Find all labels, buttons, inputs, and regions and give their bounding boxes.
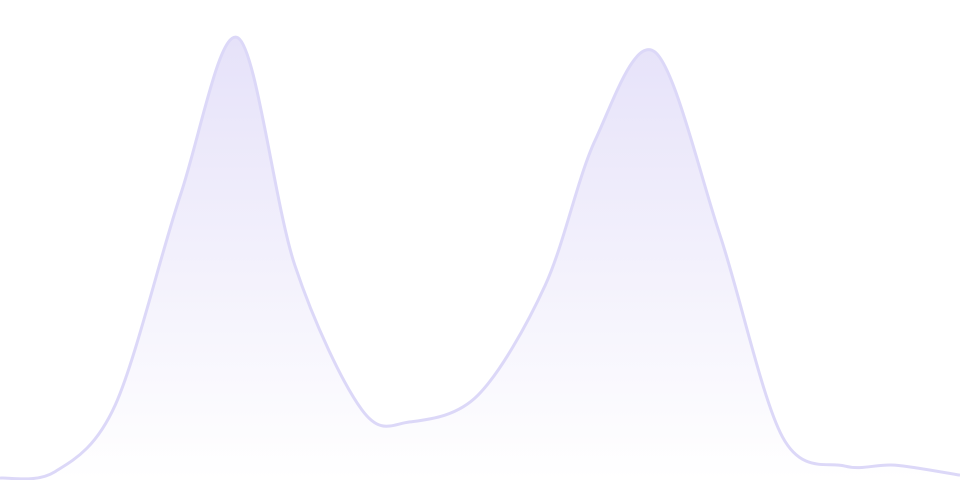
series-line (0, 35, 960, 480)
area-fill (0, 37, 960, 480)
